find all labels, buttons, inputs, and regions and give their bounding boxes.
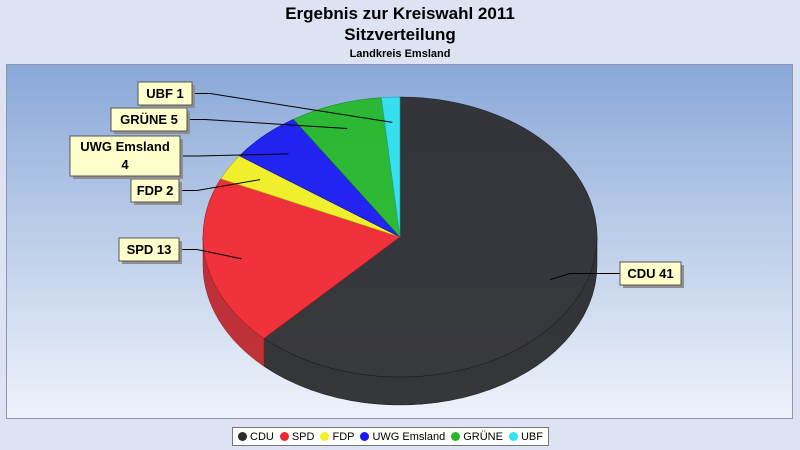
legend-item-spd: SPD <box>279 430 315 443</box>
legend-label: GRÜNE <box>463 430 503 443</box>
legend-item-ubf: UBF <box>508 430 543 443</box>
legend-marker <box>508 432 518 441</box>
legend-marker <box>279 432 289 441</box>
legend-marker <box>451 432 461 441</box>
legend-item-fdp: FDP <box>320 431 354 443</box>
legend-label: SPD <box>291 430 315 443</box>
label-box <box>137 81 193 106</box>
data-label-ubf: UBF 1 <box>146 86 184 101</box>
legend-marker <box>238 432 247 441</box>
leader-line <box>192 93 393 123</box>
data-label-fdp: FDP 2 <box>137 183 174 198</box>
data-label-spd: SPD 13 <box>127 242 172 257</box>
pie-slice-spd <box>202 178 401 339</box>
pie-slices <box>202 96 598 378</box>
data-label-gr-ne: GRÜNE 5 <box>120 112 178 127</box>
legend-item-gr-ne: GRÜNE <box>451 431 503 443</box>
leader-line <box>179 179 261 191</box>
pie-slice-cdu <box>263 96 598 378</box>
label-box <box>118 237 180 262</box>
legend: CDU SPD FDP UWG Emsland GRÜNE UBF <box>232 427 549 446</box>
legend-label: CDU <box>250 430 274 443</box>
leader-line <box>549 273 620 281</box>
pie-slice-gr-ne <box>292 97 401 238</box>
data-label-uwg-emsland: UWG Emsland 4 <box>80 139 170 172</box>
label-box <box>619 261 682 286</box>
leader-line <box>179 249 242 260</box>
chart-subtitle: Landkreis Emsland <box>349 48 451 60</box>
legend-marker <box>320 432 330 441</box>
legend-label: UWG Emsland <box>372 430 446 443</box>
chart-title-line2: Sitzverteilung <box>344 25 456 44</box>
label-box <box>69 135 181 177</box>
data-label-cdu: CDU 41 <box>627 266 673 281</box>
legend-item-uwg-emsland: UWG Emsland <box>360 431 445 443</box>
legend-item-cdu: CDU <box>238 431 274 443</box>
legend-marker <box>360 432 370 441</box>
leader-line <box>180 153 289 157</box>
chart-title: Ergebnis zur Kreiswahl 2011 <box>285 4 515 23</box>
leader-line <box>187 119 348 130</box>
legend-label: UBF <box>520 430 543 443</box>
legend-label: FDP <box>332 430 355 443</box>
data-labels: CDU 41 SPD 13 FDP 2 UWG Emsland 4 GRÜNE 5 UBF … <box>69 81 684 288</box>
pie-slice-ubf <box>380 96 401 238</box>
